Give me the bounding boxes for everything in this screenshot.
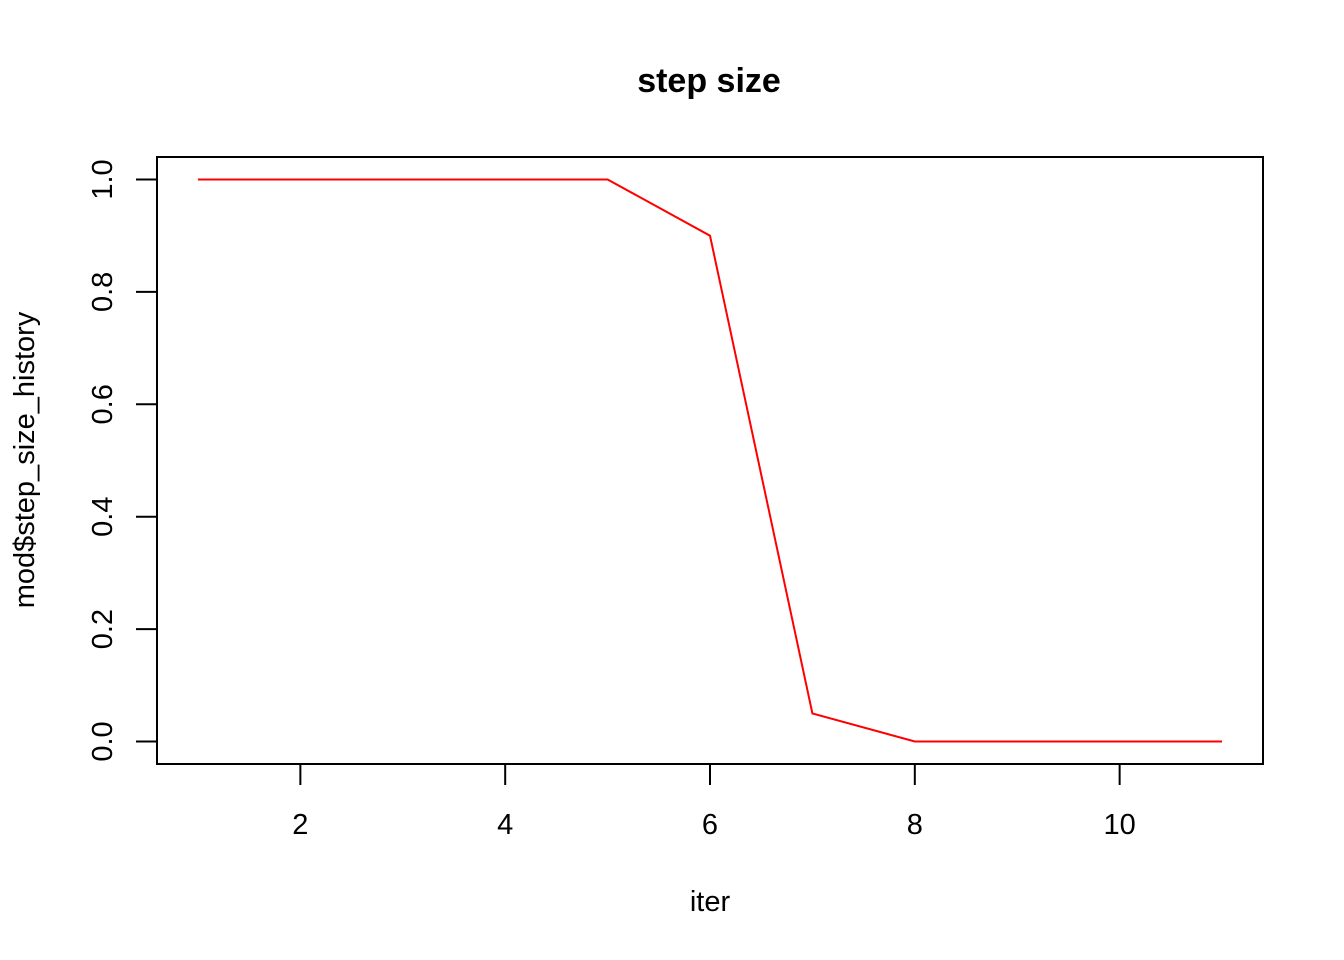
x-tick-label: 2 — [292, 809, 308, 841]
x-axis: 2 4 6 8 10 — [292, 764, 1136, 841]
series-line — [197, 178, 1223, 743]
y-tick-label: 1.0 — [87, 159, 119, 199]
x-axis-label: iter — [690, 886, 731, 918]
y-tick-label: 0.4 — [87, 497, 119, 537]
y-axis: 0.0 0.2 0.4 0.6 0.8 1.0 — [87, 159, 157, 762]
x-tick-label: 4 — [497, 809, 513, 841]
x-tick-label: 8 — [907, 809, 923, 841]
y-tick-label: 0.8 — [87, 272, 119, 312]
series-layer — [197, 178, 1223, 743]
y-axis-label: mod$step_size_history — [9, 311, 41, 608]
chart-title: step size — [637, 62, 781, 100]
x-tick-label: 6 — [702, 809, 718, 841]
y-tick-label: 0.0 — [87, 721, 119, 761]
x-tick-label: 10 — [1103, 809, 1135, 841]
y-tick-label: 0.2 — [87, 609, 119, 649]
y-tick-label: 0.6 — [87, 384, 119, 424]
